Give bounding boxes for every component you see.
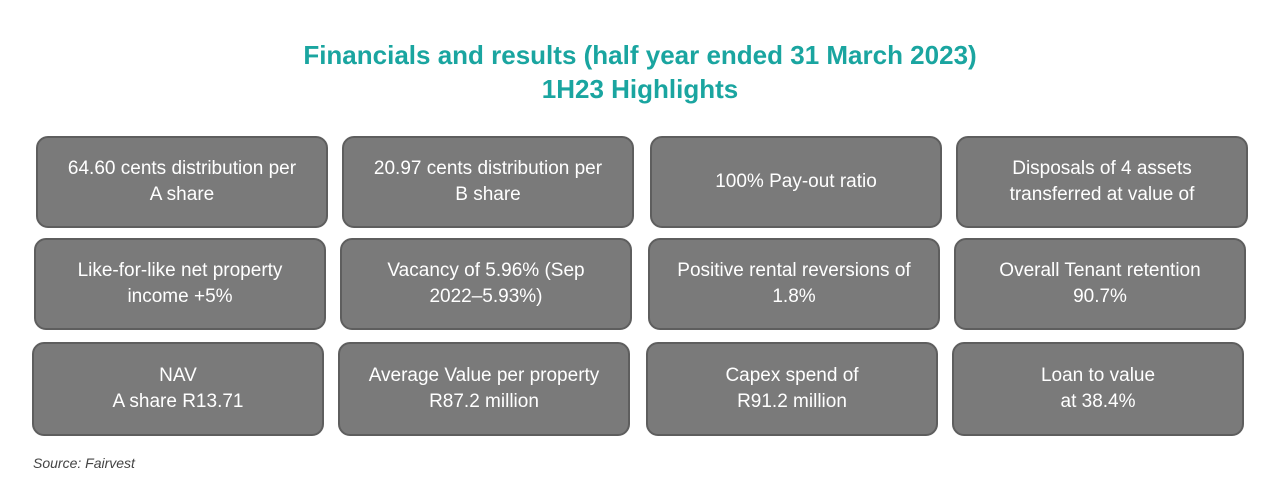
source-note: Source: Fairvest	[33, 455, 135, 471]
card-text-line-1: Positive rental reversions of	[677, 260, 911, 281]
highlight-card-vacancy: Vacancy of 5.96% (Sep 2022–5.93%)	[340, 238, 632, 330]
card-text-line-1: Disposals of 4 assets	[1012, 158, 1192, 179]
highlight-card-capex: Capex spend of R91.2 million	[646, 342, 938, 436]
card-text-line-1: 20.97 cents distribution per	[373, 158, 603, 179]
card-text-line-2: at 38.4%	[1060, 391, 1136, 412]
card-text-line-2: R91.2 million	[737, 391, 847, 412]
card-text-line-2: income +5%	[127, 286, 233, 307]
highlight-card-nav: NAV A share R13.71	[32, 342, 324, 436]
card-text-line-2: B share	[455, 184, 521, 205]
highlight-card-rental-reversions: Positive rental reversions of 1.8%	[648, 238, 940, 330]
highlight-card-average-value: Average Value per property R87.2 million	[338, 342, 630, 436]
card-text-line-1: Capex spend of	[725, 365, 859, 386]
card-text-line-1: 64.60 cents distribution per	[67, 158, 297, 179]
card-text-line-2: R87.2 million	[429, 391, 539, 412]
card-text-line-1: NAV	[159, 365, 197, 386]
card-text-line-2: A share R13.71	[112, 391, 244, 412]
highlight-card-loan-to-value: Loan to value at 38.4%	[952, 342, 1244, 436]
card-text-line-2: 90.7%	[1073, 286, 1127, 307]
card-text-line-2: A share	[149, 184, 215, 205]
title-line-1: Financials and results (half year ended …	[303, 40, 977, 70]
card-text-line-2: transferred at value of	[1009, 184, 1195, 205]
title-line-2: 1H23 Highlights	[541, 74, 739, 104]
card-text-line-1: Average Value per property	[368, 365, 600, 386]
card-text-line-1: Overall Tenant retention	[999, 260, 1201, 281]
card-text-line-2: 2022–5.93%)	[429, 286, 543, 307]
page-title: Financials and results (half year ended …	[0, 38, 1280, 106]
highlight-card-payout-ratio: 100% Pay-out ratio	[650, 136, 942, 228]
highlight-card-net-property-income: Like-for-like net property income +5%	[34, 238, 326, 330]
card-text-line-1: 100% Pay-out ratio	[715, 171, 877, 192]
highlight-card-a-share-distribution: 64.60 cents distribution per A share	[36, 136, 328, 228]
card-text-line-1: Vacancy of 5.96% (Sep	[387, 260, 585, 281]
highlight-card-disposals: Disposals of 4 assets transferred at val…	[956, 136, 1248, 228]
highlight-card-tenant-retention: Overall Tenant retention 90.7%	[954, 238, 1246, 330]
card-text-line-1: Loan to value	[1040, 365, 1156, 386]
highlight-card-b-share-distribution: 20.97 cents distribution per B share	[342, 136, 634, 228]
card-text-line-1: Like-for-like net property	[77, 260, 283, 281]
card-text-line-2: 1.8%	[772, 286, 816, 307]
